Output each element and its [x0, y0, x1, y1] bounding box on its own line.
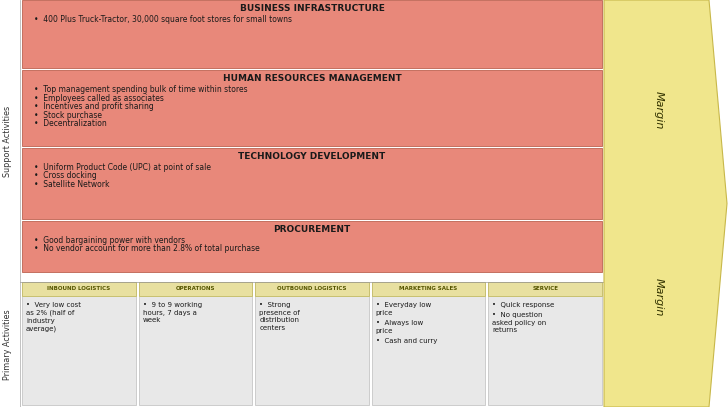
- Text: •  Stock purchase: • Stock purchase: [34, 111, 102, 120]
- Text: •  9 to 9 working
hours, 7 days a
week: • 9 to 9 working hours, 7 days a week: [143, 302, 202, 323]
- Text: •  Incentives and profit sharing: • Incentives and profit sharing: [34, 102, 154, 111]
- Text: •  No question
asked policy on
returns: • No question asked policy on returns: [492, 312, 547, 333]
- Bar: [372, 282, 486, 296]
- Bar: [22, 0, 602, 68]
- Text: BUSINESS INFRASTRUCTURE: BUSINESS INFRASTRUCTURE: [240, 4, 384, 13]
- Text: •  Employees called as associates: • Employees called as associates: [34, 94, 164, 103]
- Text: •  Good bargaining power with vendors: • Good bargaining power with vendors: [34, 236, 185, 245]
- Text: TECHNOLOGY DEVELOPMENT: TECHNOLOGY DEVELOPMENT: [238, 152, 386, 161]
- Text: •  Satellite Network: • Satellite Network: [34, 180, 109, 189]
- Text: OUTBOUND LOGISTICS: OUTBOUND LOGISTICS: [277, 287, 347, 291]
- Bar: [256, 282, 369, 296]
- Text: •  Cross docking: • Cross docking: [34, 171, 97, 180]
- Text: •  Everyday low
price: • Everyday low price: [376, 302, 431, 315]
- Text: MARKETING SALES: MARKETING SALES: [400, 287, 458, 291]
- Text: •  Cash and curry: • Cash and curry: [376, 338, 438, 344]
- Bar: [256, 282, 369, 405]
- Text: INBOUND LOGISTICS: INBOUND LOGISTICS: [47, 287, 111, 291]
- Text: •  Uniform Product Code (UPC) at point of sale: • Uniform Product Code (UPC) at point of…: [34, 163, 211, 172]
- Text: •  Strong
presence of
distribution
centers: • Strong presence of distribution center…: [259, 302, 300, 330]
- Text: Support Activities: Support Activities: [4, 105, 12, 177]
- Text: •  Always low
price: • Always low price: [376, 320, 423, 333]
- Bar: [22, 282, 135, 405]
- Bar: [488, 282, 602, 296]
- Text: •  Top management spending bulk of time within stores: • Top management spending bulk of time w…: [34, 85, 248, 94]
- Text: Margin: Margin: [654, 278, 663, 316]
- Text: OPERATIONS: OPERATIONS: [175, 287, 215, 291]
- Bar: [138, 282, 252, 296]
- Bar: [22, 221, 602, 272]
- Text: PROCUREMENT: PROCUREMENT: [274, 225, 351, 234]
- Text: Primary Activities: Primary Activities: [4, 309, 12, 380]
- Text: •  Quick response: • Quick response: [492, 302, 555, 308]
- Text: SERVICE: SERVICE: [532, 287, 558, 291]
- Text: •  Decentralization: • Decentralization: [34, 119, 107, 128]
- Bar: [488, 282, 602, 405]
- Text: •  No vendor account for more than 2.8% of total purchase: • No vendor account for more than 2.8% o…: [34, 244, 260, 253]
- Text: HUMAN RESOURCES MANAGEMENT: HUMAN RESOURCES MANAGEMENT: [223, 74, 401, 83]
- Bar: [372, 282, 486, 405]
- Bar: [22, 70, 602, 146]
- Text: •  Very low cost
as 2% (half of
industry
average): • Very low cost as 2% (half of industry …: [26, 302, 81, 331]
- Bar: [22, 282, 135, 296]
- Text: •  400 Plus Truck-Tractor, 30,000 square foot stores for small towns: • 400 Plus Truck-Tractor, 30,000 square …: [34, 15, 292, 24]
- Text: Margin: Margin: [654, 91, 663, 129]
- Bar: [22, 148, 602, 219]
- Bar: [138, 282, 252, 405]
- Polygon shape: [604, 0, 727, 407]
